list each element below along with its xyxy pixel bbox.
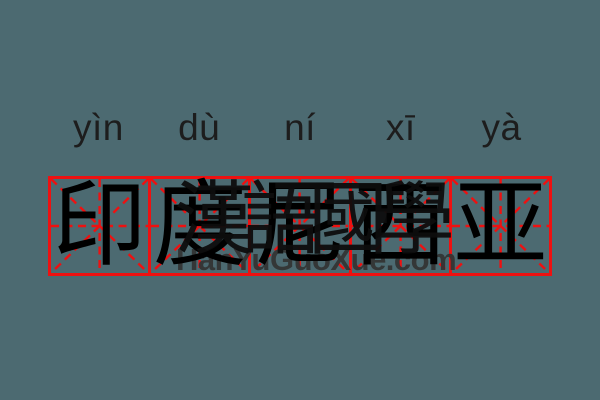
mizige-cell-2: 度	[151, 171, 252, 280]
mizige-cell-1: 印	[51, 171, 152, 280]
pinyin-syllable-1: yìn	[72, 107, 124, 148]
mizige-grid: 印 度 尼 西	[48, 176, 552, 276]
hanzi-character-3: 尼	[253, 171, 348, 280]
pinyin-syllable-5: yà	[481, 107, 522, 148]
hanzi-character-1: 印	[52, 171, 147, 280]
mizige-cell-3: 尼	[251, 171, 352, 280]
pinyin-syllable-3: ní	[284, 107, 316, 148]
hanzi-character-2: 度	[152, 171, 247, 280]
hanzi-character-4: 西	[353, 171, 448, 280]
hanzi-character-5: 亚	[453, 171, 548, 280]
pinyin-row: yìn dù ní xī yà	[48, 106, 552, 150]
pinyin-syllable-4: xī	[385, 107, 416, 148]
mizige-cell-4: 西	[352, 179, 452, 273]
mizige-cell-5: 亚	[452, 179, 549, 273]
pinyin-syllable-2: dù	[178, 107, 221, 148]
